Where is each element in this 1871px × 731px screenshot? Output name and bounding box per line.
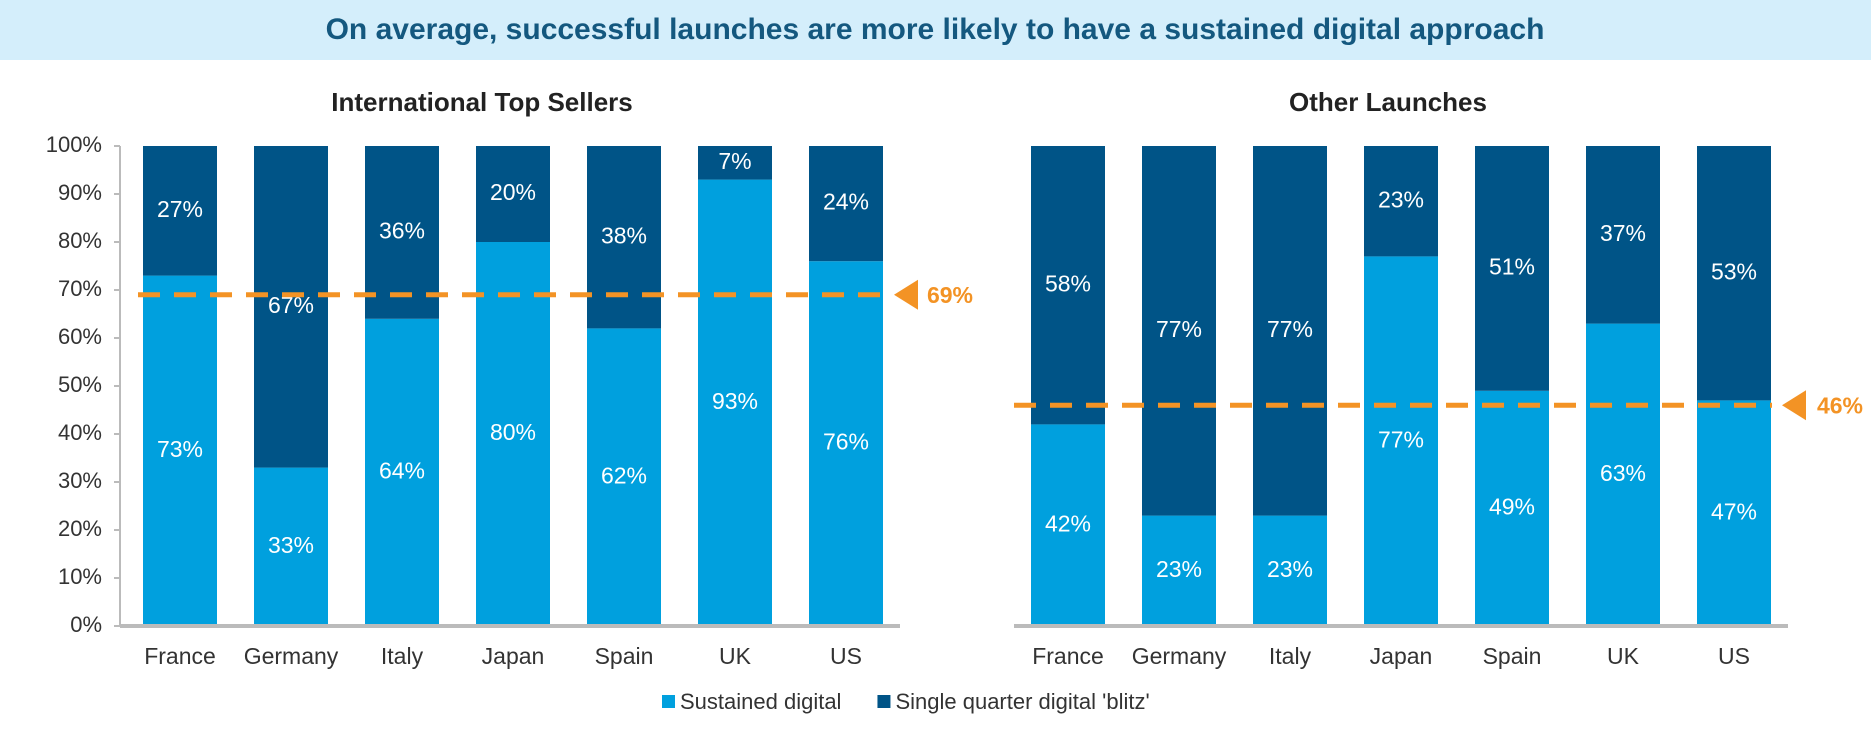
value-label: 93% [712, 388, 758, 414]
bar-segment [1475, 390, 1549, 626]
x-tick-label: UK [1607, 643, 1640, 669]
bar-segment [1697, 146, 1771, 401]
bar-segment [1031, 424, 1105, 626]
x-tick-label: UK [719, 643, 752, 669]
value-label: 51% [1489, 253, 1535, 279]
bar-segment [587, 146, 661, 329]
reference-label: 69% [927, 282, 973, 308]
value-label: 49% [1489, 493, 1535, 519]
chart-title: International Top Sellers [331, 87, 632, 117]
bar-segment [365, 318, 439, 626]
value-label: 80% [490, 419, 536, 445]
bar-segment [587, 328, 661, 626]
bar-segment [809, 146, 883, 262]
bar-segment [143, 146, 217, 276]
value-label: 36% [379, 217, 425, 243]
x-tick-label: Italy [381, 643, 424, 669]
bar-segment [1142, 146, 1216, 516]
bar-segment [1475, 146, 1549, 391]
bar-segment [698, 179, 772, 626]
y-tick-label: 40% [58, 420, 102, 445]
value-label: 7% [718, 148, 751, 174]
x-tick-label: Germany [244, 643, 339, 669]
bar-segment [1253, 146, 1327, 516]
y-tick-label: 20% [58, 516, 102, 541]
x-tick-label: Italy [1269, 643, 1312, 669]
y-tick-label: 80% [58, 228, 102, 253]
y-tick-label: 10% [58, 564, 102, 589]
legend-label: Sustained digital [680, 689, 841, 714]
y-tick-label: 50% [58, 372, 102, 397]
bar-segment [1364, 256, 1438, 626]
bar-segment [1031, 146, 1105, 425]
value-label: 27% [157, 196, 203, 222]
value-label: 42% [1045, 510, 1091, 536]
y-tick-label: 100% [46, 132, 102, 157]
legend: Sustained digital Single quarter digital … [662, 689, 1150, 714]
value-label: 23% [1156, 556, 1202, 582]
bar-segment [143, 275, 217, 626]
value-label: 37% [1600, 220, 1646, 246]
value-label: 58% [1045, 270, 1091, 296]
value-label: 64% [379, 457, 425, 483]
value-label: 23% [1378, 186, 1424, 212]
bar-segment [254, 467, 328, 626]
value-label: 53% [1711, 258, 1757, 284]
legend-swatch [877, 695, 891, 708]
x-tick-label: Spain [1483, 643, 1542, 669]
bar-segment [476, 146, 550, 242]
y-tick-label: 0% [70, 612, 102, 637]
reference-marker [1782, 390, 1806, 421]
value-label: 38% [601, 222, 647, 248]
bar-segment [1586, 146, 1660, 324]
bar-segment [1364, 146, 1438, 257]
bar-segment [698, 146, 772, 180]
value-label: 20% [490, 179, 536, 205]
x-tick-label: Japan [1370, 643, 1433, 669]
x-tick-label: Germany [1132, 643, 1227, 669]
bar-segment [1253, 515, 1327, 626]
bar-segment [1586, 323, 1660, 626]
value-label: 33% [268, 532, 314, 558]
reference-label: 46% [1817, 392, 1863, 418]
page-title: On average, successful launches are more… [326, 13, 1545, 46]
value-label: 76% [823, 429, 869, 455]
x-tick-label: France [144, 643, 216, 669]
y-tick-label: 30% [58, 468, 102, 493]
reference-marker [894, 279, 918, 310]
value-label: 77% [1267, 316, 1313, 342]
bar-segment [476, 242, 550, 626]
bar-segment [254, 146, 328, 468]
chart-title: Other Launches [1289, 87, 1487, 117]
value-label: 24% [823, 189, 869, 215]
y-tick-label: 90% [58, 180, 102, 205]
bar-segment [1142, 515, 1216, 626]
bar-segment [809, 261, 883, 626]
x-tick-label: Spain [595, 643, 654, 669]
value-label: 47% [1711, 498, 1757, 524]
x-tick-label: US [1718, 643, 1750, 669]
value-label: 62% [601, 462, 647, 488]
value-label: 23% [1267, 556, 1313, 582]
bar-segment [365, 146, 439, 319]
y-tick-label: 70% [58, 276, 102, 301]
legend-label: Single quarter digital 'blitz' [895, 689, 1149, 714]
x-tick-label: France [1032, 643, 1104, 669]
x-tick-label: US [830, 643, 862, 669]
value-label: 63% [1600, 460, 1646, 486]
value-label: 73% [157, 436, 203, 462]
x-tick-label: Japan [482, 643, 545, 669]
value-label: 77% [1378, 426, 1424, 452]
banner [0, 0, 1871, 60]
bar-segment [1697, 400, 1771, 626]
legend-swatch [662, 695, 675, 708]
y-tick-label: 60% [58, 324, 102, 349]
value-label: 77% [1156, 316, 1202, 342]
